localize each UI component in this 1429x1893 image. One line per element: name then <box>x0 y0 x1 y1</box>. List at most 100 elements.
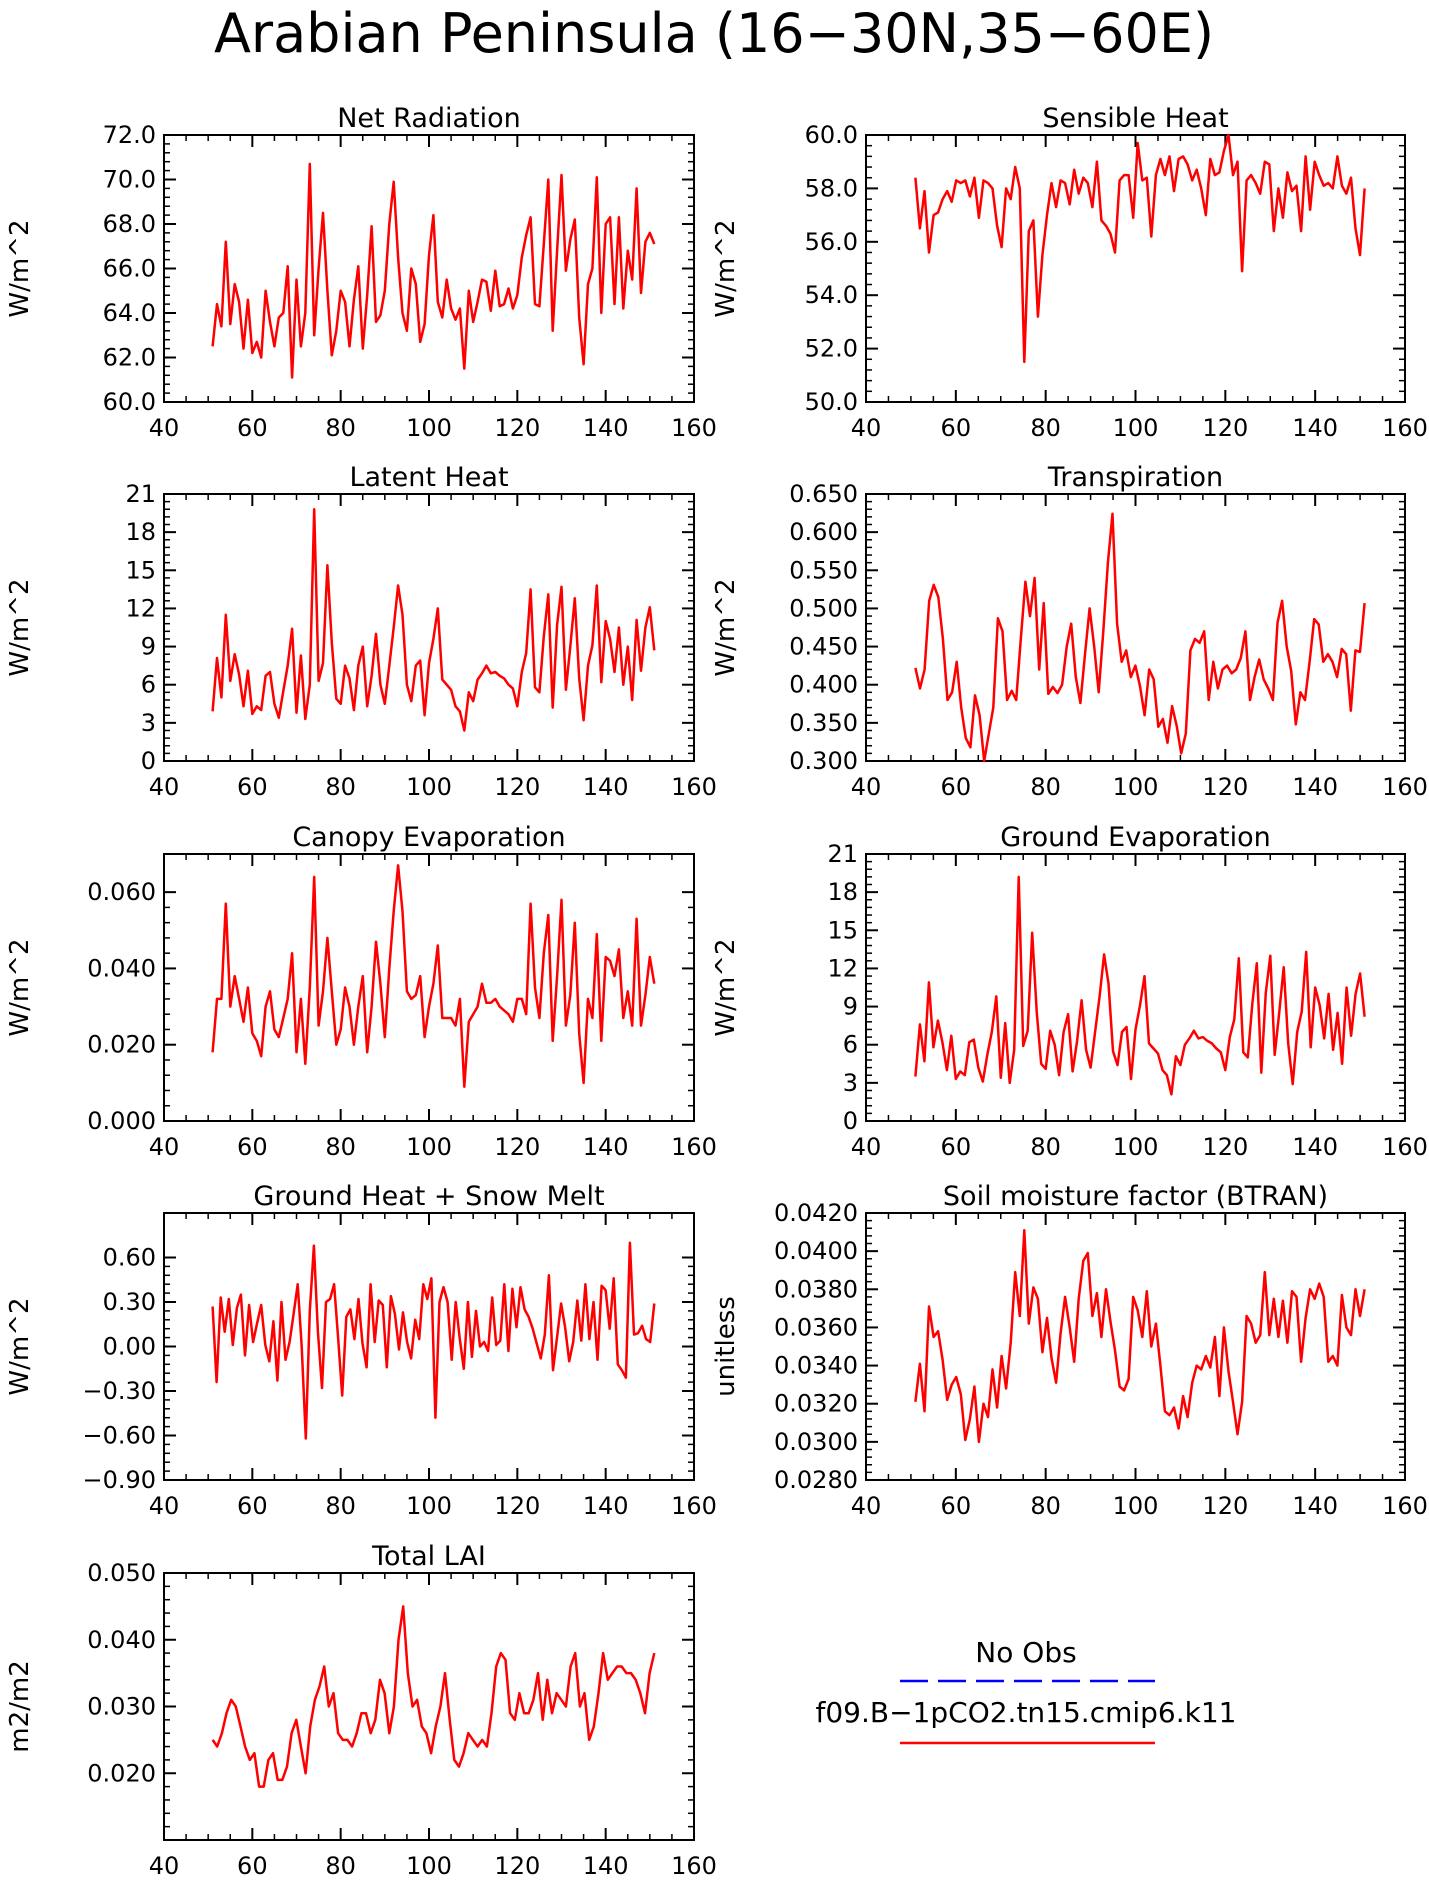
y-tick-label: 0.550 <box>789 556 858 584</box>
series-line <box>211 1241 656 1440</box>
x-tick-label: 120 <box>494 414 540 442</box>
series-line <box>211 508 656 732</box>
panel-title: Ground Heat + Snow Melt <box>253 1181 604 1212</box>
y-axis-label: W/m^2 <box>711 578 741 676</box>
panel-title: Latent Heat <box>349 462 508 493</box>
y-tick-label: 0.040 <box>87 954 156 982</box>
panel-title: Transpiration <box>1047 462 1223 493</box>
x-tick-label: 80 <box>1030 773 1061 801</box>
series-line <box>914 1228 1366 1444</box>
plot-frame <box>865 493 1406 762</box>
y-tick-label: −0.30 <box>82 1377 156 1405</box>
x-tick-label: 160 <box>671 1852 717 1880</box>
y-tick-label: 0.30 <box>103 1288 156 1316</box>
x-tick-label: 120 <box>1202 1492 1248 1520</box>
y-tick-label: 21 <box>125 480 156 508</box>
x-tick-label: 40 <box>851 414 882 442</box>
x-tick-label: 100 <box>406 1133 452 1161</box>
chart-panel-2: Sensible Heat 40 60 80 100 120 140 160 50.0 52.0 5… <box>711 103 1428 442</box>
y-tick-label: 54.0 <box>805 281 858 309</box>
y-axis-label: W/m^2 <box>5 578 35 676</box>
y-tick-label: 60.0 <box>805 121 858 149</box>
y-tick-label: 0.0380 <box>774 1275 858 1303</box>
plot-frame <box>865 1212 1406 1481</box>
plot-frame <box>163 1572 695 1841</box>
x-tick-label: 140 <box>583 414 629 442</box>
y-tick-label: 0.0420 <box>774 1199 858 1227</box>
y-tick-label: 0.300 <box>789 747 858 775</box>
x-tick-label: 120 <box>1202 1133 1248 1161</box>
y-tick-label: 0.600 <box>789 518 858 546</box>
series-line <box>914 512 1366 763</box>
y-tick-label: 68.0 <box>103 210 156 238</box>
x-tick-label: 140 <box>1292 773 1338 801</box>
x-tick-label: 60 <box>941 773 972 801</box>
x-tick-label: 80 <box>325 414 356 442</box>
y-tick-label: 0.500 <box>789 594 858 622</box>
x-tick-label: 140 <box>583 1133 629 1161</box>
y-tick-label: 0.000 <box>87 1107 156 1135</box>
x-tick-label: 140 <box>583 1852 629 1880</box>
y-tick-label: 0.0300 <box>774 1428 858 1456</box>
x-tick-label: 160 <box>1382 1492 1428 1520</box>
chart-panel-7: Ground Heat + Snow Melt 40 60 80 100 120 140 16… <box>5 1181 717 1520</box>
y-tick-label: 0.60 <box>103 1244 156 1272</box>
y-tick-label: 66.0 <box>103 255 156 283</box>
x-tick-label: 140 <box>583 1492 629 1520</box>
y-tick-label: 9 <box>141 633 156 661</box>
series-line <box>211 1605 656 1788</box>
y-tick-label: 3 <box>843 1069 858 1097</box>
x-tick-label: 160 <box>671 773 717 801</box>
y-tick-label: 0.450 <box>789 633 858 661</box>
y-tick-label: 0.040 <box>87 1626 156 1654</box>
y-tick-label: 56.0 <box>805 228 858 256</box>
chart-panel-3: Latent Heat 40 60 80 100 120 140 160 0 3 6 9 12 15 18 2… <box>5 462 717 801</box>
x-tick-label: 100 <box>406 1852 452 1880</box>
x-tick-label: 140 <box>1292 414 1338 442</box>
y-tick-label: 58.0 <box>805 174 858 202</box>
y-tick-label: 0.350 <box>789 709 858 737</box>
x-tick-label: 60 <box>941 1492 972 1520</box>
x-tick-label: 60 <box>941 414 972 442</box>
x-tick-label: 120 <box>494 773 540 801</box>
y-tick-label: 60.0 <box>103 388 156 416</box>
x-tick-label: 40 <box>149 1133 180 1161</box>
chart-panel-1: Net Radiation 40 60 80 100 120 140 160 60.0 62.0 6… <box>5 103 717 442</box>
y-tick-label: 3 <box>141 709 156 737</box>
y-tick-label: 70.0 <box>103 166 156 194</box>
x-tick-label: 40 <box>149 773 180 801</box>
x-tick-label: 80 <box>1030 1492 1061 1520</box>
x-tick-label: 120 <box>494 1133 540 1161</box>
y-tick-label: −0.60 <box>82 1422 156 1450</box>
panel-title: Sensible Heat <box>1042 103 1228 134</box>
y-tick-label: 0.0280 <box>774 1466 858 1494</box>
x-tick-label: 160 <box>1382 1133 1428 1161</box>
chart-panel-5: Canopy Evaporation 40 60 80 100 120 140 160 0.00… <box>5 822 717 1161</box>
x-tick-label: 100 <box>406 773 452 801</box>
x-tick-label: 100 <box>1113 1492 1159 1520</box>
x-tick-label: 140 <box>1292 1492 1338 1520</box>
x-tick-label: 80 <box>1030 1133 1061 1161</box>
y-tick-label: 64.0 <box>103 299 156 327</box>
y-tick-label: 0.0400 <box>774 1237 858 1265</box>
y-tick-label: 52.0 <box>805 335 858 363</box>
series-line <box>211 162 656 379</box>
chart-panel-6: Ground Evaporation 40 60 80 100 120 140 160 0 3 6 9… <box>711 822 1428 1161</box>
x-tick-label: 60 <box>941 1133 972 1161</box>
y-tick-label: 0.020 <box>87 1031 156 1059</box>
x-tick-label: 160 <box>671 1492 717 1520</box>
plot-frame <box>163 853 695 1122</box>
panel-title: Ground Evaporation <box>1000 822 1271 853</box>
x-tick-label: 100 <box>1113 1133 1159 1161</box>
chart-panel-9: Total LAI 40 60 80 100 120 140 160 0.020 0.030 0.0… <box>5 1541 717 1880</box>
y-tick-label: 0.400 <box>789 671 858 699</box>
y-tick-label: 0.050 <box>87 1559 156 1587</box>
y-tick-label: 0 <box>141 747 156 775</box>
y-tick-label: 0.0360 <box>774 1313 858 1341</box>
x-tick-label: 80 <box>1030 414 1061 442</box>
y-tick-label: 0.0340 <box>774 1352 858 1380</box>
x-tick-label: 40 <box>149 414 180 442</box>
x-tick-label: 100 <box>1113 773 1159 801</box>
x-tick-label: 80 <box>325 1852 356 1880</box>
x-tick-label: 160 <box>1382 414 1428 442</box>
